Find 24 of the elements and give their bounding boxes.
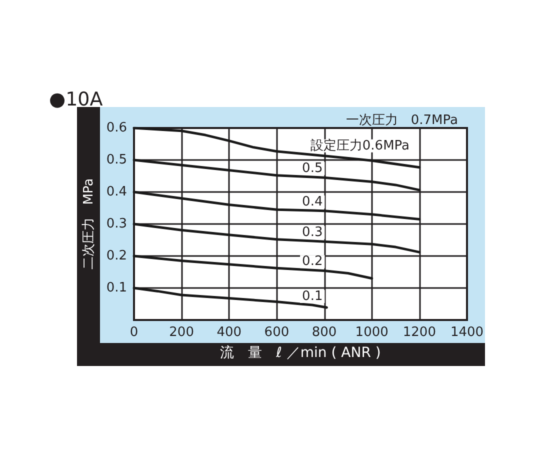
y-tick-label: 0.4 — [106, 184, 127, 200]
x-tick-label: 400 — [216, 325, 242, 340]
y-tick-label: 0.6 — [106, 120, 127, 136]
series-label: 0.2 — [302, 254, 323, 270]
y-tick-label: 0.3 — [106, 216, 127, 232]
series-label: 0.4 — [302, 194, 323, 210]
x-tick-label: 1000 — [355, 325, 388, 340]
x-tick-label: 1200 — [402, 325, 436, 340]
series-label: 0.5 — [302, 160, 323, 176]
series-label: 設定圧力0.6MPa — [310, 138, 410, 154]
y-tick-label: 0.5 — [106, 152, 127, 168]
y-axis-title: 二次圧力 MPa — [81, 178, 96, 270]
x-tick-label: 200 — [169, 325, 194, 340]
y-tick-label: 0.1 — [106, 280, 127, 296]
series-label: 0.1 — [302, 288, 323, 304]
x-tick-label: 0 — [130, 325, 138, 340]
chart-title: ●10A — [49, 88, 103, 110]
series-label: 0.3 — [302, 224, 323, 240]
annotation: 一次圧力 0.7MPa — [346, 113, 458, 128]
x-tick-label: 600 — [264, 325, 290, 340]
x-axis-title: 流 量 ℓ ／min ( ANR ) — [220, 345, 381, 361]
x-tick-label: 800 — [312, 325, 337, 340]
y-tick-label: 0.2 — [106, 248, 127, 264]
x-tick-label: 1400 — [450, 325, 484, 340]
